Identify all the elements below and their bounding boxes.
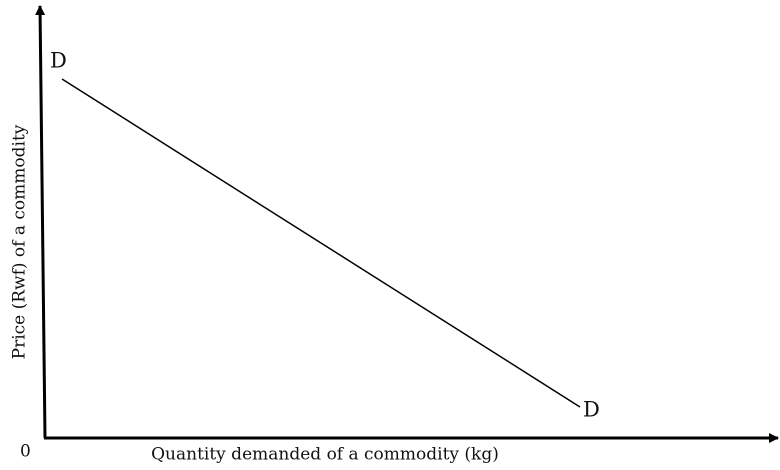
y-axis	[35, 5, 47, 439]
curve-label-top: D	[50, 49, 67, 73]
origin-label: 0	[20, 442, 31, 462]
curve-label-bottom: D	[583, 398, 600, 422]
y-axis-label: Price (Rwf) of a commodity	[10, 124, 30, 359]
demand-curve	[61, 78, 581, 408]
x-axis-label: Quantity demanded of a commodity (kg)	[151, 445, 499, 465]
